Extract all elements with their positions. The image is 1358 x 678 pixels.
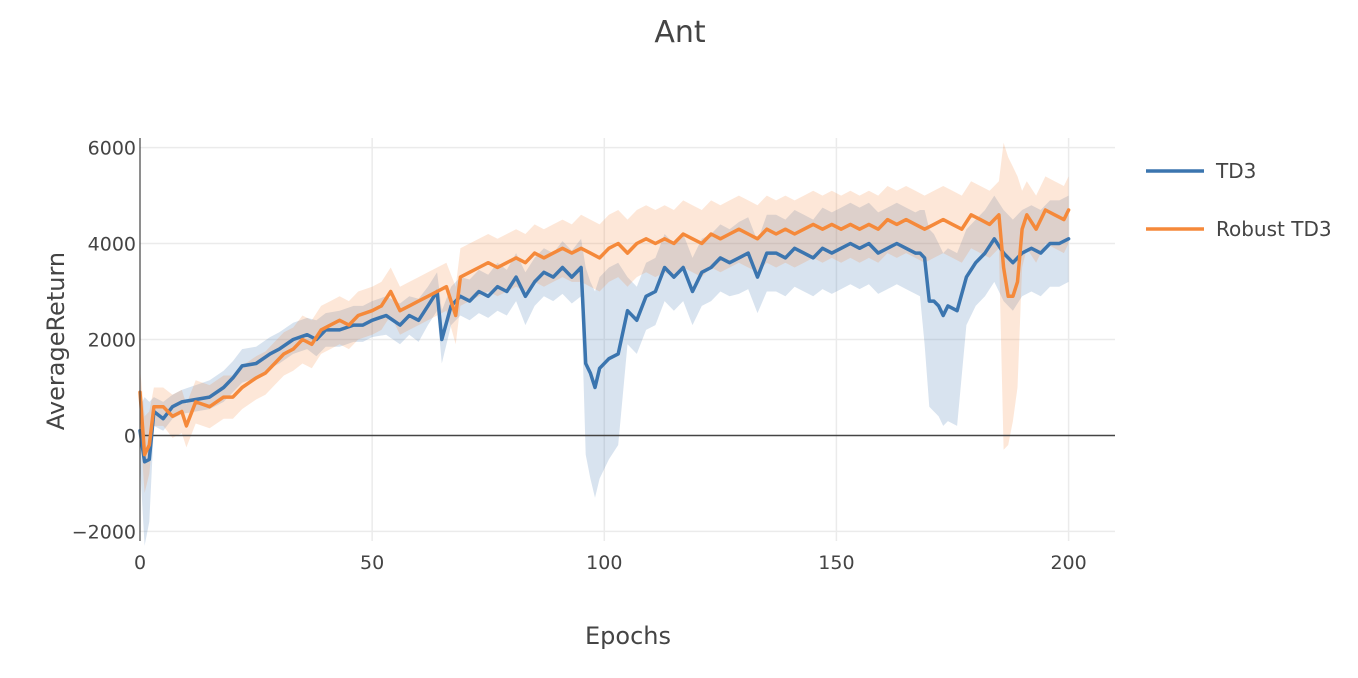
series-lines bbox=[138, 208, 1071, 464]
y-tick-label: −2000 bbox=[72, 521, 136, 543]
legend-label: TD3 bbox=[1215, 159, 1256, 183]
y-tick-label: 4000 bbox=[88, 234, 136, 256]
band-robust-td3 bbox=[140, 142, 1069, 494]
x-tick-label: 100 bbox=[586, 552, 622, 574]
confidence-bands bbox=[140, 142, 1069, 546]
x-axis-title: Epochs bbox=[585, 622, 671, 650]
x-tick-label: 0 bbox=[134, 552, 146, 574]
legend-item-robust-td3[interactable]: Robust TD3 bbox=[1146, 217, 1332, 241]
series-line-robust-td3[interactable] bbox=[138, 208, 1071, 457]
legend[interactable]: TD3 Robust TD3 bbox=[1146, 159, 1332, 241]
band-td3 bbox=[140, 195, 1069, 546]
legend-item-td3[interactable]: TD3 bbox=[1146, 159, 1256, 183]
tick-labels: 0 50 100 150 200 −2000 0 2000 4000 6000 bbox=[72, 138, 1087, 574]
legend-label: Robust TD3 bbox=[1216, 217, 1332, 241]
x-tick-label: 200 bbox=[1050, 552, 1086, 574]
x-tick-label: 150 bbox=[818, 552, 854, 574]
y-tick-label: 6000 bbox=[88, 138, 136, 160]
chart-title: Ant bbox=[654, 15, 706, 50]
x-tick-label: 50 bbox=[360, 552, 384, 574]
y-tick-label: 2000 bbox=[88, 330, 136, 352]
y-axis-title: AverageReturn bbox=[42, 252, 70, 430]
y-tick-label: 0 bbox=[124, 425, 136, 447]
